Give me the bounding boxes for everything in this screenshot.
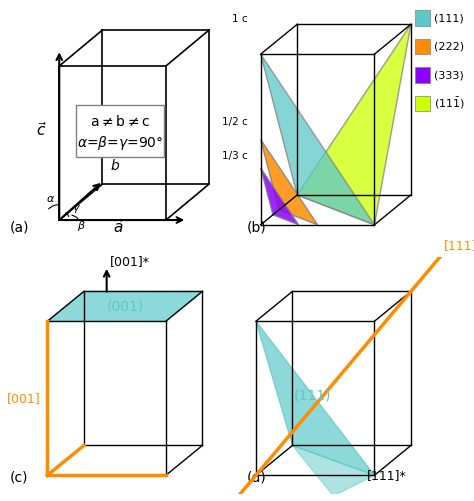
- Text: (11$\bar{1}$): (11$\bar{1}$): [434, 96, 465, 111]
- Text: [111]: [111]: [444, 239, 474, 252]
- Polygon shape: [47, 292, 202, 321]
- Polygon shape: [261, 168, 299, 225]
- Text: [111]*: [111]*: [367, 469, 407, 482]
- Polygon shape: [292, 445, 374, 496]
- Bar: [415, 39, 430, 54]
- Text: (111): (111): [434, 13, 464, 23]
- Polygon shape: [256, 321, 374, 475]
- Polygon shape: [261, 54, 374, 225]
- Text: (d): (d): [246, 471, 266, 485]
- Text: a$\neq$b$\neq$c: a$\neq$b$\neq$c: [90, 115, 150, 129]
- Text: (222): (222): [434, 42, 464, 52]
- Text: [001]: [001]: [7, 392, 40, 405]
- Polygon shape: [261, 139, 318, 225]
- Text: (111): (111): [293, 388, 331, 402]
- Text: (b): (b): [246, 220, 266, 234]
- Text: 1/2 c: 1/2 c: [222, 117, 247, 127]
- Text: $\vec{a}$: $\vec{a}$: [113, 218, 124, 236]
- Text: $\beta$: $\beta$: [77, 219, 86, 233]
- Text: $\vec{b}$: $\vec{b}$: [110, 155, 120, 174]
- Text: $\vec{c}$: $\vec{c}$: [36, 121, 47, 139]
- Bar: [415, 11, 430, 26]
- Text: (a): (a): [9, 220, 29, 234]
- FancyBboxPatch shape: [76, 105, 164, 157]
- Text: (c): (c): [9, 471, 28, 485]
- Text: [001]*: [001]*: [110, 255, 150, 268]
- Text: 1 c: 1 c: [232, 14, 247, 24]
- Text: $\alpha$=$\beta$=$\gamma$=90°: $\alpha$=$\beta$=$\gamma$=90°: [76, 134, 163, 152]
- Polygon shape: [297, 24, 411, 225]
- Text: $\alpha$: $\alpha$: [46, 194, 55, 204]
- Text: 1/3 c: 1/3 c: [222, 151, 247, 161]
- Bar: [415, 67, 430, 83]
- Text: $\gamma$: $\gamma$: [72, 203, 81, 215]
- Text: (001): (001): [106, 299, 144, 313]
- Text: (333): (333): [434, 70, 464, 80]
- Bar: [415, 96, 430, 111]
